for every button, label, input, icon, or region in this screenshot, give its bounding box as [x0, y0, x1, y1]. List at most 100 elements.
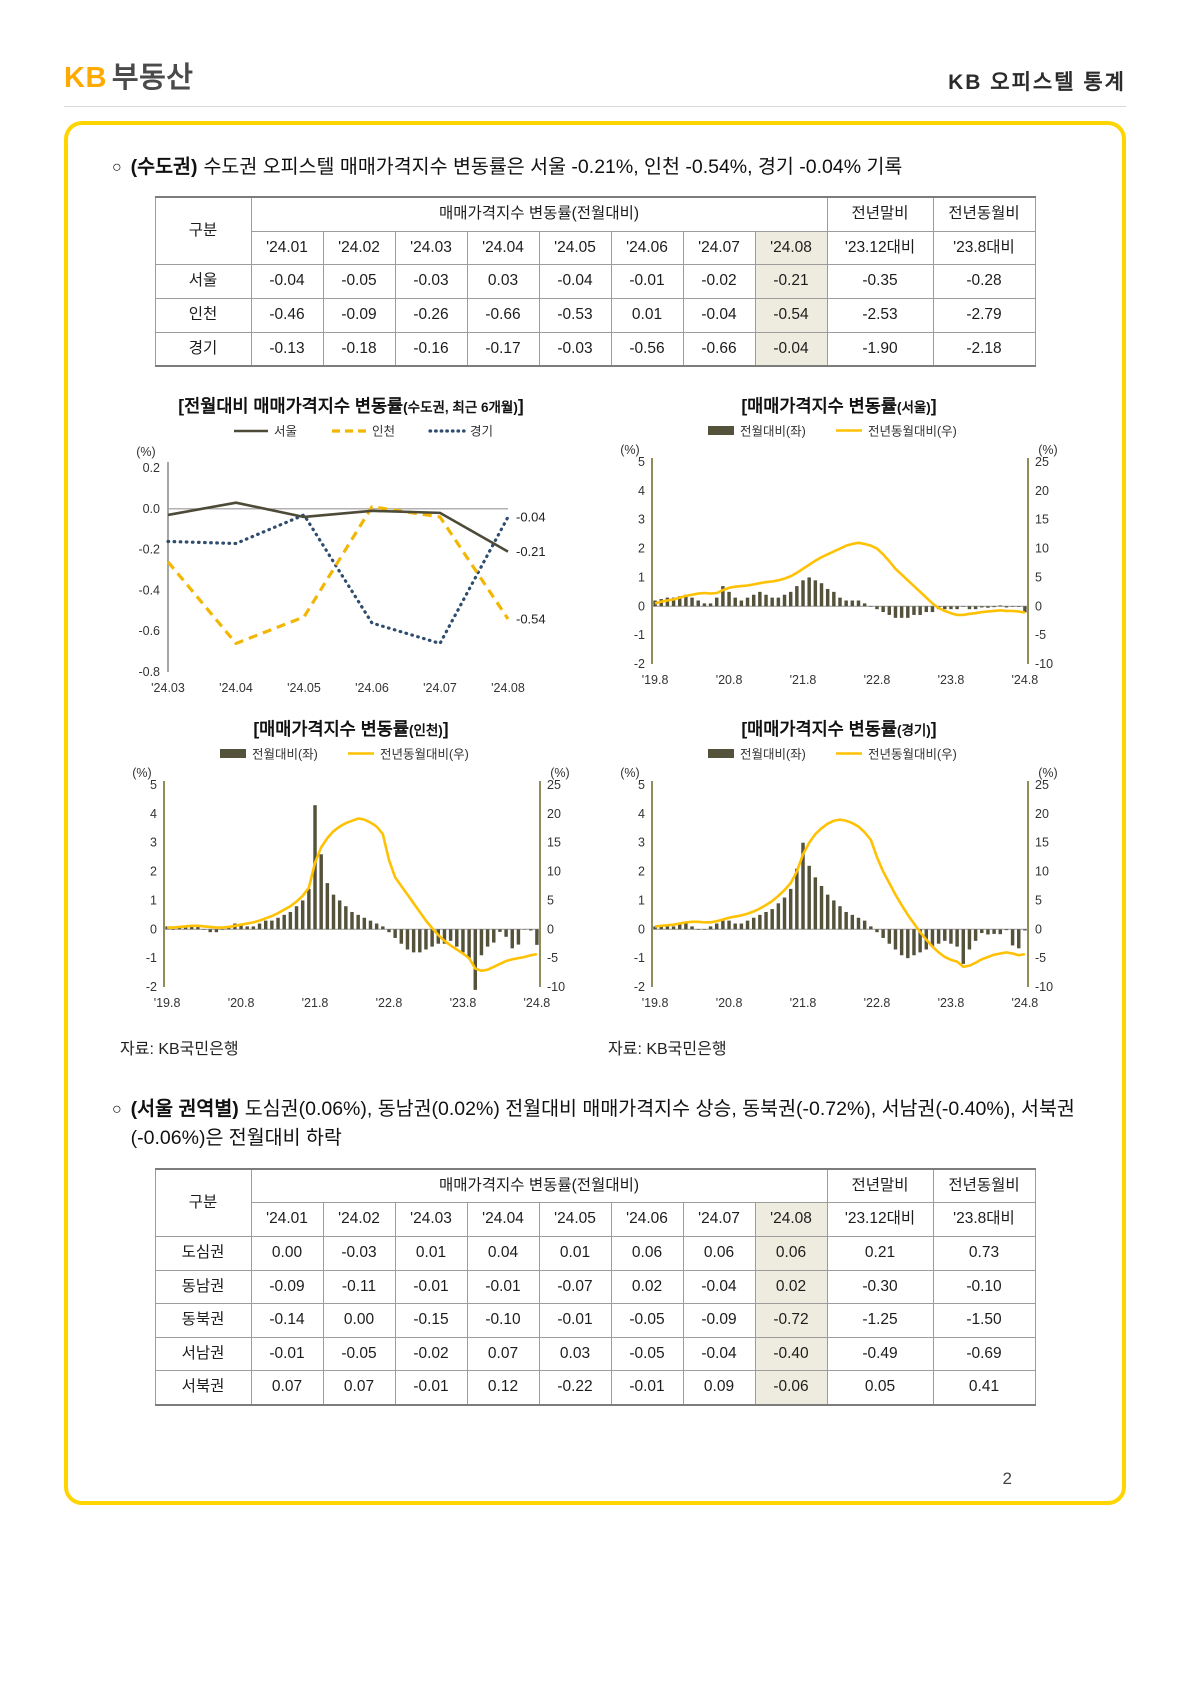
table-value-cell: -0.02: [394, 1336, 468, 1372]
chart-title-main: [전월대비 매매가격지수 변동률: [178, 396, 404, 417]
svg-text:'24.8: '24.8: [1012, 673, 1039, 687]
section-seoul-regions: ○ (서울 권역별) 도심권(0.06%), 동남권(0.02%) 전월대비 매매…: [112, 1095, 1078, 1154]
report-header: KB 부동산 KB 오피스텔 통계: [64, 0, 1126, 107]
table-value-cell: 0.41: [932, 1370, 1036, 1406]
svg-text:전년동월대비(우): 전년동월대비(우): [868, 425, 957, 439]
table-value-cell: -0.66: [682, 331, 756, 367]
table-value-cell: -0.01: [394, 1269, 468, 1305]
svg-text:'24.06: '24.06: [355, 681, 389, 695]
table-yoy-subheader: '23.8대비: [932, 230, 1036, 266]
table-group-header: 매매가격지수 변동률(전월대비): [250, 1168, 828, 1204]
svg-text:(%): (%): [1038, 443, 1057, 457]
svg-text:5: 5: [1035, 894, 1042, 908]
svg-text:'24.8: '24.8: [524, 996, 551, 1010]
yoy-line: [654, 541, 1026, 617]
table-value-cell: -0.66: [466, 298, 540, 333]
svg-text:'21.8: '21.8: [790, 996, 817, 1010]
svg-text:20: 20: [547, 807, 561, 821]
bar-line-chart-incheon: 전월대비(좌) 전년동월대비(우)(%) (%)543210-1-225201510…: [132, 748, 569, 1011]
svg-text:'24.05: '24.05: [287, 681, 321, 695]
svg-text:서울: 서울: [274, 425, 297, 439]
svg-text:'23.8: '23.8: [450, 996, 477, 1010]
table-value-cell: 0.02: [754, 1269, 828, 1305]
svg-text:'20.8: '20.8: [716, 996, 743, 1010]
table-value-cell: -0.01: [610, 264, 684, 300]
series-line-인천: [166, 505, 510, 646]
table-value-cell: 0.12: [466, 1370, 540, 1406]
yoy-line: [167, 817, 538, 973]
table-row-label: 동북권: [154, 1303, 252, 1338]
table-value-cell: -0.04: [754, 331, 828, 367]
svg-text:20: 20: [1035, 807, 1049, 821]
kb-logo: KB 부동산: [64, 54, 193, 96]
table-value-cell: 0.73: [932, 1235, 1036, 1271]
table-head: 구분 매매가격지수 변동률(전월대비) 전년말비 전년동월비 '24.01'24.02 '…: [154, 1168, 1036, 1237]
table-row: 동북권 -0.14 0.00 -0.15 -0.10 -0.01 -0.05 -0.09 -0.…: [154, 1303, 1036, 1338]
svg-text:1: 1: [150, 894, 157, 908]
table-value-cell: -0.04: [682, 1336, 756, 1372]
svg-text:인천: 인천: [372, 424, 395, 439]
svg-text:-2: -2: [634, 980, 645, 994]
svg-text:'19.8: '19.8: [154, 996, 181, 1010]
svg-text:2: 2: [150, 865, 157, 879]
source-label-right: 자료: KB국민은행: [608, 1041, 727, 1059]
chart-title-sub: (경기): [896, 723, 931, 739]
svg-text:-0.2: -0.2: [138, 543, 160, 557]
table-month-header: '24.05: [538, 1202, 612, 1237]
section-seoul-regions-body: 도심권(0.06%), 동남권(0.02%) 전월대비 매매가격지수 상승, 동…: [130, 1098, 1075, 1150]
table-header-row: 구분 매매가격지수 변동률(전월대비) 전년말비 전년동월비: [154, 1168, 1036, 1237]
svg-text:-0.8: -0.8: [138, 665, 160, 679]
table-value-cell: -0.22: [538, 1370, 612, 1406]
svg-text:25: 25: [1035, 455, 1049, 469]
svg-text:25: 25: [547, 778, 561, 792]
table-value-cell: 0.01: [610, 298, 684, 333]
table-value-cell: -0.01: [466, 1269, 540, 1305]
table-value-cell: -0.17: [466, 331, 540, 367]
svg-text:15: 15: [1035, 513, 1049, 527]
kb-logo-text: 부동산: [111, 62, 194, 94]
svg-text:-10: -10: [547, 980, 565, 994]
report-title: KB 오피스텔 통계: [948, 71, 1126, 94]
table-value-cell: -0.03: [538, 331, 612, 367]
table-month-header: '24.02: [322, 1202, 396, 1237]
chart-title-main: [매매가격지수 변동률: [741, 719, 897, 740]
svg-text:-0.54: -0.54: [516, 612, 546, 627]
svg-text:-5: -5: [1035, 951, 1046, 965]
svg-text:전월대비(좌): 전월대비(좌): [740, 748, 806, 762]
table-value-cell: -0.21: [754, 264, 828, 300]
table-value-cell: -0.30: [826, 1269, 934, 1305]
table-value-cell: -0.14: [250, 1303, 324, 1338]
table-month-header: '24.03: [394, 230, 468, 266]
chart-title-sub: (서울): [896, 400, 931, 416]
svg-text:3: 3: [638, 513, 645, 527]
svg-text:(%): (%): [550, 766, 569, 780]
table-value-cell: -0.10: [466, 1303, 540, 1338]
table-value-cell: -2.79: [932, 298, 1036, 333]
svg-text:'24.8: '24.8: [1012, 996, 1039, 1010]
chart-title-main: [매매가격지수 변동률: [253, 719, 409, 740]
svg-text:(%): (%): [620, 766, 639, 780]
svg-text:'20.8: '20.8: [716, 673, 743, 687]
table-month-header: '24.02: [322, 230, 396, 266]
table-row-label: 서남권: [154, 1336, 252, 1372]
svg-text:'23.8: '23.8: [938, 996, 965, 1010]
section-seoul-regions-keyword: (서울 권역별): [130, 1098, 239, 1121]
table-month-header: '24.08: [754, 1202, 828, 1237]
table-month-header: '24.03: [394, 1202, 468, 1237]
chart-block-incheon: [매매가격지수 변동률(인천)] 전월대비(좌) 전년동월대비(우) (%) (%) 5…: [116, 712, 586, 1033]
table-value-cell: -1.90: [826, 331, 934, 367]
table-row-label: 서북권: [154, 1370, 252, 1406]
svg-text:'23.8: '23.8: [938, 673, 965, 687]
series-line-경기: [166, 513, 510, 646]
chart-legend: 전월대비(좌) 전년동월대비(우): [220, 748, 469, 762]
table-value-cell: 0.07: [466, 1336, 540, 1372]
svg-text:4: 4: [638, 484, 645, 498]
content-frame: ○ (수도권) 수도권 오피스텔 매매가격지수 변동률은 서울 -0.21%, 인…: [64, 121, 1126, 1505]
table-value-cell: 0.04: [466, 1235, 540, 1271]
table-value-cell: 0.02: [610, 1269, 684, 1305]
table-value-cell: 0.21: [826, 1235, 934, 1271]
table-value-cell: 0.05: [826, 1370, 934, 1406]
svg-text:-10: -10: [1035, 980, 1053, 994]
chart-title-incheon: [매매가격지수 변동률(인천)]: [116, 716, 586, 741]
svg-text:10: 10: [547, 865, 561, 879]
